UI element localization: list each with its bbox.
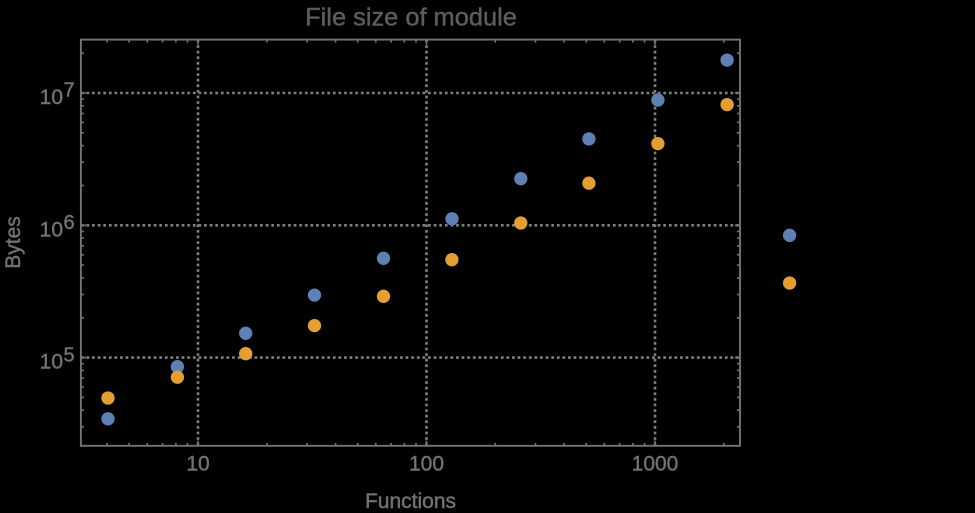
svg-text:10: 10 [40,218,63,241]
svg-text:Bytes: Bytes [2,216,25,269]
svg-text:10: 10 [40,86,63,109]
svg-text:6: 6 [64,212,75,234]
svg-text:10: 10 [186,453,209,476]
svg-text:Functions: Functions [365,490,456,513]
svg-text:File size of module: File size of module [305,3,517,31]
svg-text:5: 5 [64,344,75,366]
svg-text:100: 100 [409,453,444,476]
svg-text:1000: 1000 [632,453,679,476]
svg-text:10: 10 [40,351,63,374]
svg-text:7: 7 [64,80,75,102]
